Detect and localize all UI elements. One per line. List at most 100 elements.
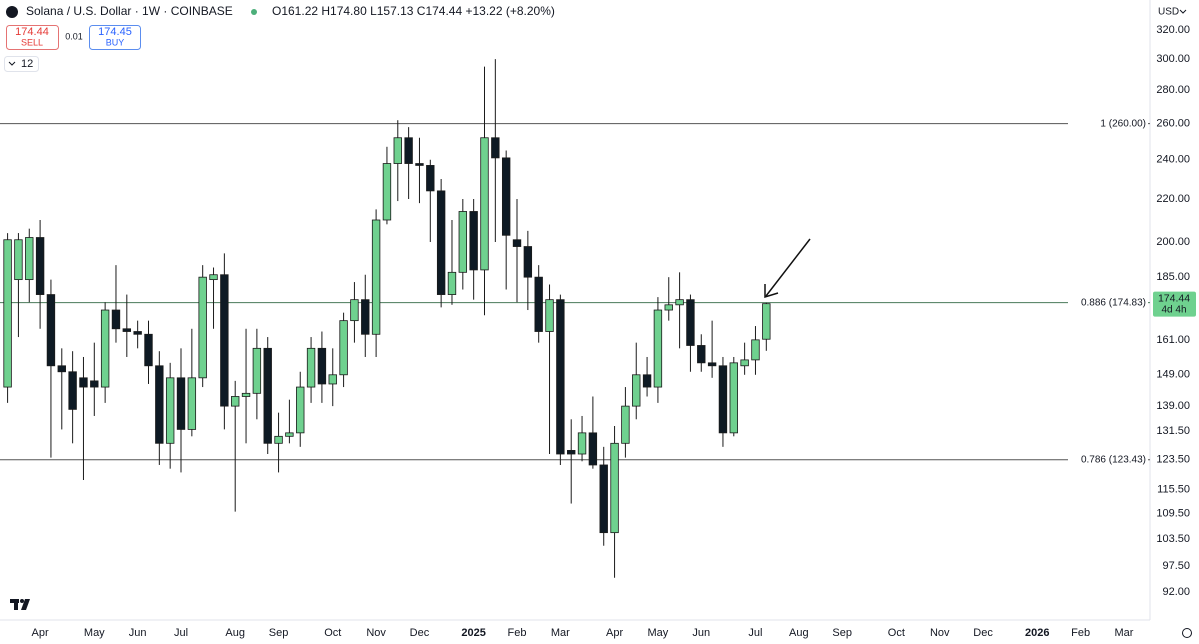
candle-body <box>155 365 164 444</box>
candle-body <box>675 299 684 306</box>
candle-body <box>371 219 381 335</box>
candle-body <box>100 309 110 388</box>
candle-body <box>187 377 197 430</box>
sell-button[interactable] <box>6 25 59 50</box>
chevron <box>8 61 16 66</box>
candle-body <box>144 333 153 367</box>
x-tick-label: Dec <box>410 627 430 639</box>
currency[interactable]: USD <box>1158 7 1179 18</box>
x-tick-label: Sep <box>269 627 289 639</box>
candle-body <box>46 294 56 367</box>
x-tick-label: Jul <box>174 627 188 639</box>
candle-body <box>556 299 565 455</box>
last-price: 174.44 <box>1158 292 1190 304</box>
candle-body <box>458 211 468 273</box>
candle-body <box>469 211 478 271</box>
candle-body <box>426 165 435 192</box>
candle-body <box>241 392 251 397</box>
candle-body <box>90 380 99 388</box>
level-label: 0.786 (123.43) <box>1081 454 1146 465</box>
x-tick-label: May <box>84 627 105 639</box>
candle-body <box>762 303 771 340</box>
candle-body <box>729 362 738 434</box>
candle-body <box>642 374 652 388</box>
y-tick-label: 149.00 <box>1156 369 1190 381</box>
candle-body <box>588 432 598 466</box>
x-tick-label: Mar <box>551 627 570 639</box>
candle-body <box>621 405 630 444</box>
candle-body <box>653 309 663 388</box>
candle-body <box>393 137 402 164</box>
x-tick-label: Apr <box>32 627 49 639</box>
arrow-annotation <box>764 238 811 299</box>
y-tick-label: 260.00 <box>1156 118 1190 130</box>
candle-body <box>567 450 576 455</box>
candle-body <box>707 362 717 367</box>
candle-body <box>740 359 749 367</box>
y-tick-label: 320.00 <box>1156 24 1190 36</box>
symbol-icon[interactable] <box>6 6 18 18</box>
level-label: 1 (260.00) <box>1100 118 1146 129</box>
candle-body <box>198 276 207 379</box>
candle-body <box>751 339 760 361</box>
candle-body <box>285 432 294 437</box>
candle-body <box>415 163 424 166</box>
buy-label[interactable]: BUY <box>106 37 125 47</box>
candle-body <box>523 246 533 278</box>
candle-body <box>447 271 457 295</box>
y-tick-label: 109.50 <box>1156 508 1190 520</box>
y-tick-label: 300.00 <box>1156 53 1190 65</box>
candle-body <box>25 237 34 281</box>
candle-body <box>328 374 337 385</box>
candle-body <box>534 276 543 332</box>
candle-body <box>512 239 522 247</box>
level-label-bg <box>1068 295 1148 310</box>
plot: 1 (260.00) 0.886 (174.83) 0.786 (123.43) <box>0 59 1150 578</box>
x-tick-label: Jul <box>748 627 762 639</box>
candle-body <box>545 299 554 332</box>
currency-chevron <box>1179 9 1187 14</box>
x-tick-label: Apr <box>606 627 623 639</box>
y-tick-label: 123.50 <box>1156 453 1190 465</box>
candle-body <box>610 442 619 534</box>
buy-button[interactable] <box>89 25 141 50</box>
x-tick-label: Aug <box>789 627 809 639</box>
indicator-count[interactable]: 12 <box>21 58 33 70</box>
x-tick-label: May <box>648 627 669 639</box>
x-tick-label: Jun <box>692 627 710 639</box>
indicator-toggle[interactable] <box>4 56 39 72</box>
candle-body <box>632 374 641 407</box>
y-tick-label: 97.50 <box>1162 560 1190 572</box>
y-tick-label: 131.50 <box>1156 425 1190 437</box>
y-tick-label: 185.00 <box>1156 271 1190 283</box>
candle-body <box>686 299 695 346</box>
y-tick-label: 280.00 <box>1156 84 1190 96</box>
candle-body <box>697 345 706 364</box>
buy-price[interactable]: 174.45 <box>98 26 132 38</box>
y-tick-label: 220.00 <box>1156 193 1190 205</box>
candle-body <box>3 239 12 388</box>
candle-body <box>252 347 262 394</box>
candle-body <box>111 309 121 330</box>
x-tick-label: Feb <box>508 627 527 639</box>
sell-label[interactable]: SELL <box>21 37 43 47</box>
candle-body <box>306 347 316 388</box>
candle-body <box>317 347 327 385</box>
x-tick-label: Dec <box>973 627 993 639</box>
symbol-title[interactable]: Solana / U.S. Dollar · 1W · COINBASE <box>26 4 233 18</box>
candle-body <box>350 299 359 322</box>
sell-price[interactable]: 174.44 <box>15 26 49 38</box>
settings-icon[interactable] <box>1182 628 1192 638</box>
last-price-box <box>1153 291 1196 317</box>
candle-body <box>122 328 132 332</box>
y-tick-label: 200.00 <box>1156 236 1190 248</box>
x-tick-label: Nov <box>930 627 950 639</box>
candle-body <box>231 396 240 407</box>
y-tick-label: 139.00 <box>1156 400 1190 412</box>
ohlc-values: O161.22 H174.80 L157.13 C174.44 +13.22 (… <box>272 4 555 18</box>
candle-body <box>79 377 88 388</box>
x-tick-label: Oct <box>888 627 905 639</box>
candle-body <box>14 239 23 281</box>
candle-body <box>480 137 489 271</box>
